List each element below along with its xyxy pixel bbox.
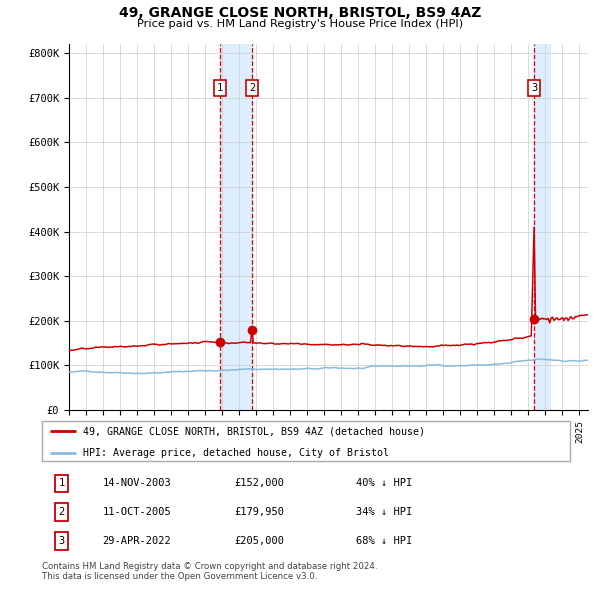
Text: HPI: Average price, detached house, City of Bristol: HPI: Average price, detached house, City…: [83, 448, 389, 458]
Text: £179,950: £179,950: [235, 507, 285, 517]
Text: 2: 2: [250, 83, 256, 93]
Text: 2: 2: [58, 507, 65, 517]
Text: 1: 1: [217, 83, 223, 93]
Text: 11-OCT-2005: 11-OCT-2005: [103, 507, 172, 517]
Text: £152,000: £152,000: [235, 478, 285, 489]
Text: 29-APR-2022: 29-APR-2022: [103, 536, 172, 546]
Text: Contains HM Land Registry data © Crown copyright and database right 2024.
This d: Contains HM Land Registry data © Crown c…: [42, 562, 377, 581]
Bar: [534, 44, 550, 410]
Text: 40% ↓ HPI: 40% ↓ HPI: [356, 478, 412, 489]
Bar: [220, 44, 253, 410]
Text: 34% ↓ HPI: 34% ↓ HPI: [356, 507, 412, 517]
Text: 3: 3: [58, 536, 65, 546]
Text: 1: 1: [58, 478, 65, 489]
FancyBboxPatch shape: [42, 421, 570, 461]
Text: 3: 3: [531, 83, 537, 93]
Text: 14-NOV-2003: 14-NOV-2003: [103, 478, 172, 489]
Text: 49, GRANGE CLOSE NORTH, BRISTOL, BS9 4AZ (detached house): 49, GRANGE CLOSE NORTH, BRISTOL, BS9 4AZ…: [83, 427, 425, 436]
Text: 68% ↓ HPI: 68% ↓ HPI: [356, 536, 412, 546]
Text: £205,000: £205,000: [235, 536, 285, 546]
Text: 49, GRANGE CLOSE NORTH, BRISTOL, BS9 4AZ: 49, GRANGE CLOSE NORTH, BRISTOL, BS9 4AZ: [119, 6, 481, 20]
Text: Price paid vs. HM Land Registry's House Price Index (HPI): Price paid vs. HM Land Registry's House …: [137, 19, 463, 29]
